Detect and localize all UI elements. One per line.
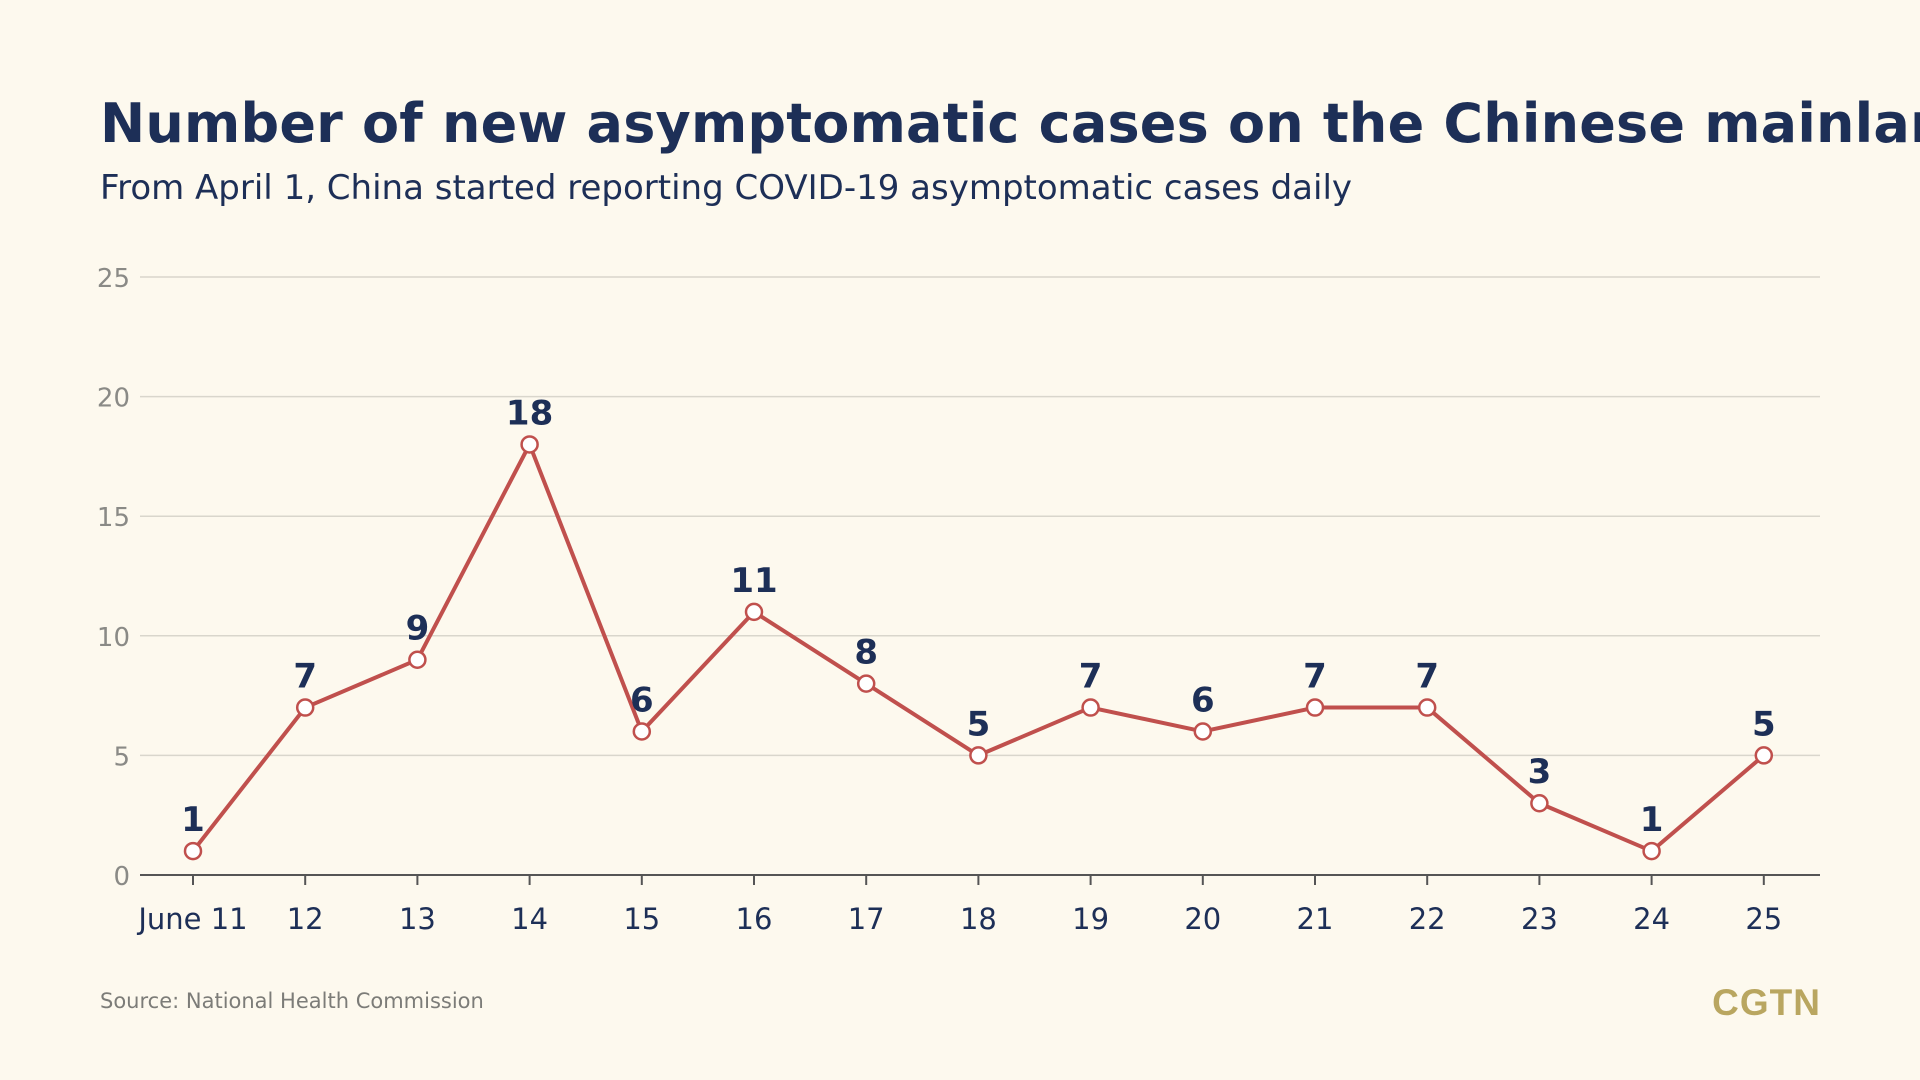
data-label: 5: [1752, 704, 1776, 744]
data-label: 18: [506, 393, 553, 433]
x-tick-label: 16: [736, 902, 773, 936]
data-point: [520, 435, 539, 454]
data-point: [1754, 746, 1774, 765]
x-tick-label: 19: [1072, 902, 1109, 936]
data-label: 9: [406, 609, 430, 649]
data-label: 7: [1303, 657, 1327, 697]
x-tick-label: 25: [1745, 902, 1782, 936]
x-tick-label: June 11: [136, 902, 247, 936]
data-point: [1530, 793, 1549, 813]
y-tick-label: 15: [97, 503, 130, 533]
data-point: [632, 722, 652, 741]
data-point: [744, 602, 764, 622]
x-tick-label: 22: [1409, 902, 1446, 936]
brand-logo: CGTN: [1712, 982, 1821, 1023]
data-label: 7: [1415, 657, 1439, 697]
gridlines: [140, 276, 1820, 757]
data-points: [183, 435, 1774, 861]
y-tick-label: 0: [113, 862, 130, 892]
x-tick-label: 21: [1297, 902, 1334, 936]
x-axis-ticks: June 11 12 13 14 15 16 17 18 19 20 21 22 23 24 25: [136, 875, 1782, 936]
data-label: 6: [630, 680, 654, 720]
x-tick-label: 20: [1184, 902, 1221, 936]
data-point: [295, 698, 315, 717]
data-point: [856, 674, 876, 693]
x-tick-label: 18: [960, 902, 997, 936]
data-point: [1417, 698, 1437, 717]
data-label: 5: [967, 704, 991, 744]
source-note: Source: National Health Commission: [100, 989, 484, 1013]
x-tick-label: 24: [1633, 902, 1670, 936]
chart-title: Number of new asymptomatic cases on the …: [100, 92, 1920, 155]
data-point: [1081, 698, 1100, 717]
y-axis-ticks: 0 5 10 15 20 25: [97, 264, 130, 892]
y-tick-label: 5: [113, 742, 130, 772]
data-point: [1193, 722, 1213, 741]
data-label: 1: [1640, 800, 1664, 840]
data-label: 11: [730, 561, 777, 601]
x-tick-label: 17: [848, 902, 885, 936]
data-point: [183, 841, 203, 861]
y-tick-label: 10: [97, 623, 130, 653]
x-tick-label: 13: [399, 902, 436, 936]
data-labels: 1 7 9 18 6 11 8 5 7 6 7 7 3 1 5: [181, 393, 1775, 840]
data-label: 6: [1191, 680, 1215, 720]
data-label: 7: [293, 657, 317, 697]
data-label: 7: [1079, 657, 1103, 697]
data-point: [1642, 841, 1661, 861]
chart-subtitle: From April 1, China started reporting CO…: [100, 168, 1353, 208]
data-point: [969, 746, 988, 765]
data-point: [408, 650, 427, 669]
x-tick-label: 12: [287, 902, 324, 936]
y-tick-label: 20: [97, 384, 130, 414]
data-label: 1: [181, 800, 205, 840]
data-label: 3: [1528, 752, 1552, 792]
x-tick-label: 15: [623, 902, 660, 936]
x-tick-label: 23: [1521, 902, 1558, 936]
x-tick-label: 14: [511, 902, 548, 936]
data-point: [1305, 698, 1325, 717]
y-tick-label: 25: [97, 264, 130, 294]
data-label: 8: [854, 633, 878, 673]
